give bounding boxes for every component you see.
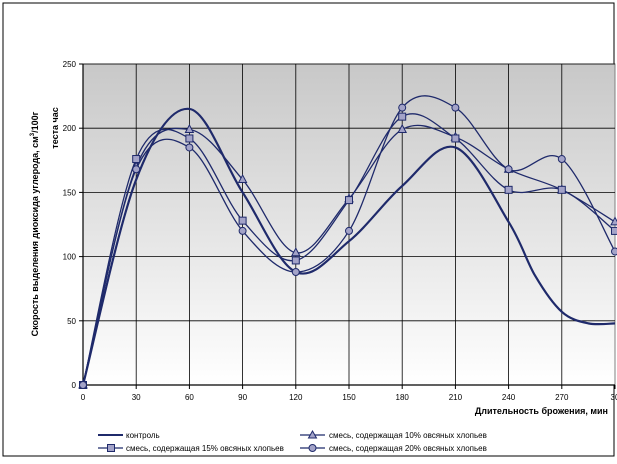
legend-label-10-percent: смесь, содержащая 10% овсяных хлопьев: [329, 431, 487, 440]
y-tick-label: 0: [72, 381, 77, 390]
y-tick-label: 150: [63, 188, 77, 197]
data-point-circle: [80, 382, 87, 389]
legend-item-20-percent: смесь, содержащая 20% овсяных хлопьев: [300, 444, 487, 453]
y-tick-label: 250: [63, 60, 77, 69]
x-tick-label: 270: [555, 393, 569, 402]
x-tick-label: 180: [396, 393, 410, 402]
legend-label-control: контроль: [126, 431, 160, 440]
y-tick-label: 50: [67, 317, 76, 326]
y-tick-label: 100: [63, 253, 77, 262]
data-point-square: [612, 227, 617, 234]
data-point-circle: [505, 166, 512, 173]
legend-item-10-percent: смесь, содержащая 10% овсяных хлопьев: [300, 431, 487, 440]
data-point-square: [239, 217, 246, 224]
data-point-circle: [239, 227, 246, 234]
y-tick-label: 200: [63, 124, 77, 133]
data-point-circle: [612, 248, 617, 255]
legend-item-15-percent: смесь, содержащая 15% овсяных хлопьев: [98, 444, 284, 453]
data-point-circle: [292, 269, 299, 276]
data-point-square: [186, 135, 193, 142]
data-point-circle: [399, 104, 406, 111]
legend-label-15-percent: смесь, содержащая 15% овсяных хлопьев: [126, 444, 284, 453]
legend-square-marker: [108, 445, 115, 452]
y-axis-label-line2: теста час: [50, 107, 60, 148]
data-point-square: [452, 135, 459, 142]
x-tick-label: 150: [342, 393, 356, 402]
x-tick-label: 240: [502, 393, 516, 402]
y-axis-label: Скорость выделения диоксида углерода, см…: [30, 111, 40, 336]
y-axis-label-end: /100г: [30, 111, 40, 133]
x-tick-label: 30: [132, 393, 141, 402]
x-tick-label: 120: [289, 393, 303, 402]
x-tick-label: 30: [611, 393, 617, 402]
legend-label-20-percent: смесь, содержащая 20% овсяных хлопьев: [329, 444, 487, 453]
legend-circle-marker: [309, 445, 316, 452]
data-point-square: [292, 257, 299, 264]
data-point-square: [346, 197, 353, 204]
data-point-circle: [346, 227, 353, 234]
data-point-circle: [558, 156, 565, 163]
data-point-square: [133, 156, 140, 163]
y-axis-label-main: Скорость выделения диоксида углерода, см: [30, 136, 40, 337]
data-point-square: [505, 186, 512, 193]
data-point-circle: [133, 166, 140, 173]
x-tick-label: 0: [81, 393, 86, 402]
data-point-circle: [452, 104, 459, 111]
data-point-circle: [186, 144, 193, 151]
x-tick-label: 60: [185, 393, 194, 402]
x-axis-label: Длительность брожения, мин: [475, 406, 608, 416]
x-tick-label: 90: [238, 393, 247, 402]
data-point-square: [558, 186, 565, 193]
data-point-square: [399, 113, 406, 120]
x-tick-label: 210: [449, 393, 463, 402]
